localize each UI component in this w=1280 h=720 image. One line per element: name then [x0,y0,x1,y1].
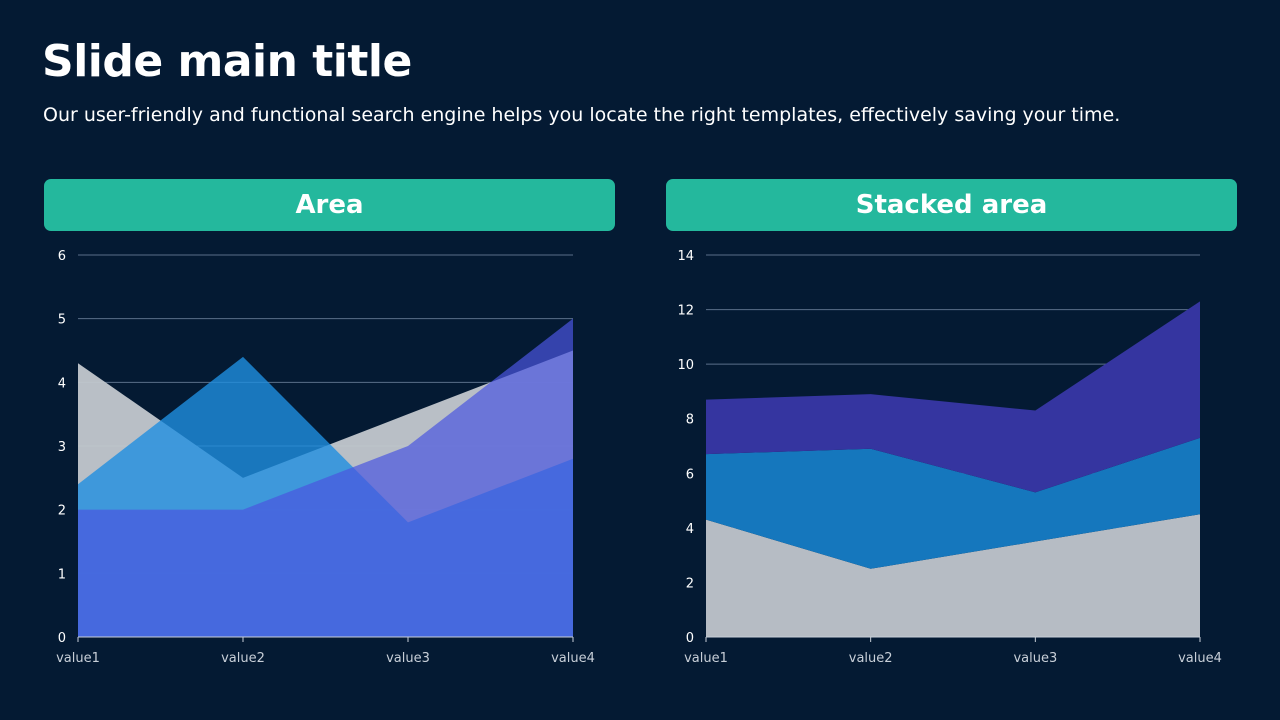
stacked-area-chart-x-tick-label: value2 [849,651,893,666]
stacked-area-chart-x-tick-label: value3 [1013,651,1057,666]
area-chart-y-tick-label: 6 [58,249,66,264]
stacked-area-chart: 0 2 4 6 8 10 12 14 value1 value2 value3 value4 [677,249,1222,666]
stacked-area-chart-series-2-area [706,437,1200,569]
stacked-area-chart-series-3-area [706,301,1200,493]
stacked-area-chart-y-tick-label: 10 [677,358,694,373]
stacked-area-chart-header: Stacked area [666,179,1237,231]
area-chart-y-tick-label: 3 [58,440,66,455]
area-chart-y-tick-label: 2 [58,504,66,519]
area-chart-x-tick-label: value4 [551,651,595,666]
stacked-area-chart-y-tick-label: 4 [686,522,694,537]
area-chart-y-tick-label: 5 [58,313,66,328]
stacked-area-chart-y-tick-label: 0 [686,631,694,646]
stacked-area-chart-x-tick-label: value1 [684,651,728,666]
page-subtitle: Our user-friendly and functional search … [43,104,1121,126]
area-chart-header: Area [44,179,615,231]
area-chart-x-tick-label: value3 [386,651,430,666]
area-chart-y-tick-label: 0 [58,631,66,646]
area-chart-y-tick-label: 4 [58,376,66,391]
stacked-area-chart-y-tick-label: 2 [686,576,694,591]
stacked-area-chart-series-1-area [706,514,1200,637]
area-chart: 0 1 2 3 4 5 6 value1 value2 value3 value4 [56,249,595,666]
stacked-area-chart-y-tick-label: 6 [686,467,694,482]
stacked-area-chart-y-tick-label: 12 [677,304,694,319]
page-title: Slide main title [42,36,412,87]
stacked-area-chart-y-tick-label: 14 [677,249,694,264]
area-chart-y-tick-label: 1 [58,567,66,582]
stacked-area-chart-y-tick-label: 8 [686,413,694,428]
area-chart-x-tick-label: value2 [221,651,265,666]
stacked-area-chart-x-tick-label: value4 [1178,651,1222,666]
area-chart-x-tick-label: value1 [56,651,100,666]
